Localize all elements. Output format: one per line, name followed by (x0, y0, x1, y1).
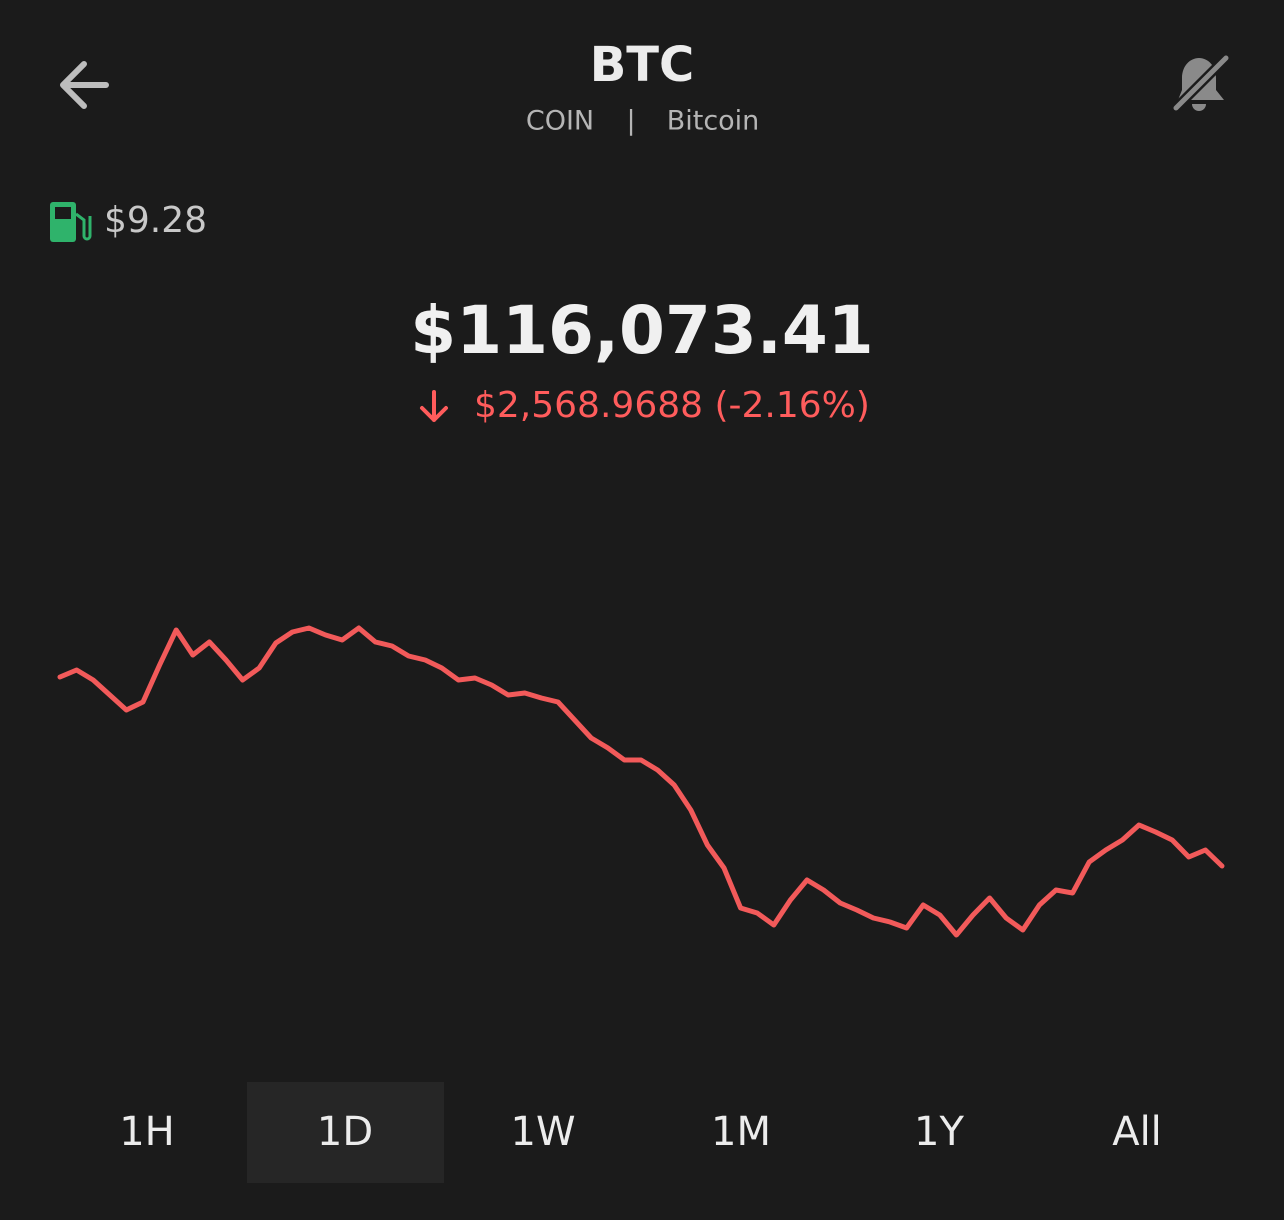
chart (57, 625, 1225, 938)
back-button[interactable] (60, 61, 109, 109)
coin-name: Bitcoin (667, 106, 760, 137)
gas-window (55, 207, 71, 219)
tab[interactable]: 1H (119, 1109, 175, 1155)
tab-label: 1D (317, 1109, 373, 1155)
gas-icon (50, 202, 92, 242)
price: $116,073.41 (410, 292, 873, 369)
time-range-tabs: 1H 1D 1W 1M 1Y All (119, 1082, 1162, 1183)
tab-label: All (1112, 1109, 1162, 1155)
gas-hose (75, 212, 92, 241)
back-arrow (60, 61, 109, 109)
price-line (57, 625, 1225, 938)
title: BTC (590, 37, 695, 93)
price-change: $2,568.9688 (-2.16%) (474, 385, 870, 426)
tab-label: 1W (511, 1109, 576, 1155)
divider: | (626, 106, 635, 137)
tab[interactable]: 1W (511, 1109, 576, 1155)
tab-label: 1H (119, 1109, 175, 1155)
tab-label: 1M (711, 1109, 771, 1155)
bell-slash (1173, 55, 1229, 111)
down-arrow (420, 390, 448, 422)
tab-selected-bg (247, 1082, 444, 1183)
tab-label: 1Y (914, 1109, 964, 1155)
tab[interactable]: 1Y (914, 1109, 964, 1155)
tab[interactable]: 1D (247, 1082, 444, 1183)
gas-fee: $9.28 (104, 200, 207, 241)
alert-button[interactable] (1172, 54, 1230, 112)
symbol: COIN (526, 106, 594, 137)
tab[interactable]: 1M (711, 1109, 771, 1155)
tab[interactable]: All (1112, 1109, 1162, 1155)
